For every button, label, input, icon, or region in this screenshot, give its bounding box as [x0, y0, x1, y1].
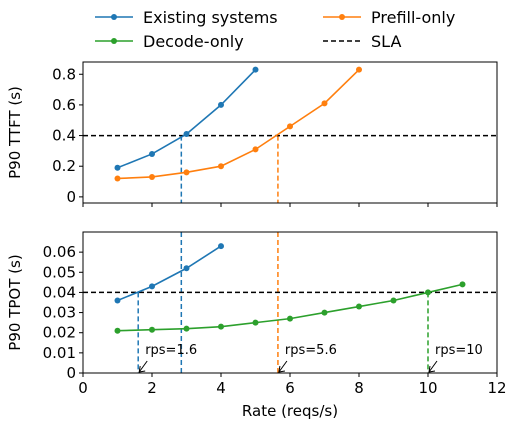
tpot-data-point-decode-only — [218, 323, 224, 330]
legend-marker — [111, 14, 117, 20]
x-tick-label: 4 — [216, 379, 226, 397]
ttft-data-point-prefill-only — [183, 169, 190, 176]
annotation-label: rps=5.6 — [285, 343, 337, 358]
legend-item-decode-only: Decode-only — [95, 32, 244, 51]
ttft-data-point-existing-systems — [149, 150, 155, 157]
x-tick-label: 10 — [418, 379, 437, 397]
tpot-data-point-decode-only — [390, 297, 397, 304]
ttft-series-line-prefill-only — [117, 69, 360, 180]
annotation-arrowhead — [138, 365, 146, 373]
tpot-data-point-decode-only — [287, 315, 293, 322]
tpot-y-tick-label: 0.01 — [43, 344, 76, 362]
ttft-panel: 0 0.2 0.4 0.6 0.8 P90 TTFT (s) — [6, 61, 498, 207]
ttft-data-point-existing-systems — [114, 164, 121, 171]
legend-label: SLA — [371, 32, 401, 51]
tpot-data-point-decode-only — [321, 309, 328, 316]
ttft-y-tick-label: 0.8 — [52, 65, 76, 83]
annotation-arrow — [278, 360, 288, 373]
tpot-series-line-existing-systems — [117, 245, 222, 302]
x-tick-label: 2 — [147, 379, 157, 397]
legend-item-existing-systems: Existing systems — [95, 8, 278, 27]
ttft-y-tick-label: 0.2 — [52, 157, 76, 175]
annotation-label: rps=10 — [435, 343, 483, 358]
tpot-y-axis-label: P90 TPOT (s) — [6, 254, 24, 350]
tpot-series-line-decode-only — [117, 283, 463, 332]
ttft-data-point-prefill-only — [287, 123, 293, 130]
annotation-arrowhead — [278, 365, 286, 373]
tpot-panel: rps=1.6 rps=5.6 rps=1000.010.020.030.040.0… — [6, 231, 507, 397]
tpot-data-point-decode-only — [459, 281, 466, 288]
x-axis-label: Rate (reqs/s) — [242, 402, 338, 420]
annotation-arrow — [428, 360, 438, 373]
ttft-data-point-prefill-only — [149, 173, 155, 180]
tpot-data-point-decode-only — [149, 326, 155, 333]
legend-label: Prefill-only — [371, 8, 455, 27]
tpot-y-tick-label: 0.04 — [43, 283, 76, 301]
tpot-data-point-decode-only — [425, 289, 431, 296]
annotation-arrow — [138, 360, 148, 373]
ttft-data-point-prefill-only — [321, 100, 328, 107]
ttft-data-point-existing-systems — [252, 66, 259, 73]
tpot-data-point-decode-only — [356, 303, 362, 310]
tpot-data-point-decode-only — [114, 327, 121, 334]
tpot-y-tick-label: 0.02 — [43, 324, 76, 342]
ttft-y-tick-label: 0 — [66, 188, 76, 206]
ttft-y-tick-label: 0.4 — [52, 127, 76, 145]
tpot-y-tick-label: 0.05 — [43, 263, 76, 281]
tpot-data-point-existing-systems — [149, 283, 155, 290]
legend: Existing systems Decode-only Prefill-only S… — [95, 8, 455, 51]
ttft-y-tick-label: 0.6 — [52, 96, 76, 114]
ttft-data-point-prefill-only — [356, 66, 362, 73]
tpot-data-point-decode-only — [183, 325, 190, 332]
tpot-y-tick-label: 0.03 — [43, 304, 76, 322]
ttft-plot-frame — [82, 61, 498, 204]
tpot-y-tick-label: 0 — [66, 364, 76, 382]
tpot-data-point-decode-only — [252, 319, 259, 326]
ttft-data-point-prefill-only — [252, 146, 259, 153]
ttft-series-line-existing-systems — [117, 69, 257, 169]
legend-item-sla: SLA — [323, 32, 401, 51]
tpot-y-tick-label: 0.06 — [43, 243, 76, 261]
ttft-data-point-prefill-only — [218, 163, 224, 170]
legend-marker — [111, 38, 117, 44]
x-tick-label: 12 — [487, 379, 506, 397]
annotation-arrowhead — [428, 365, 436, 373]
x-tick-label: 6 — [285, 379, 295, 397]
annotation-label: rps=1.6 — [145, 343, 197, 358]
ttft-data-point-prefill-only — [114, 175, 121, 182]
legend-label: Decode-only — [143, 32, 244, 51]
legend-marker — [339, 14, 345, 20]
legend-label: Existing systems — [143, 8, 278, 27]
legend-item-prefill-only: Prefill-only — [323, 8, 455, 27]
x-tick-label: 8 — [354, 379, 364, 397]
tpot-data-point-existing-systems — [114, 297, 121, 304]
ttft-data-point-existing-systems — [183, 131, 190, 138]
tpot-data-point-existing-systems — [183, 265, 190, 272]
x-tick-label: 0 — [78, 379, 88, 397]
ttft-y-axis-label: P90 TTFT (s) — [6, 86, 24, 179]
ttft-data-point-existing-systems — [218, 101, 224, 108]
tpot-data-point-existing-systems — [218, 243, 224, 250]
